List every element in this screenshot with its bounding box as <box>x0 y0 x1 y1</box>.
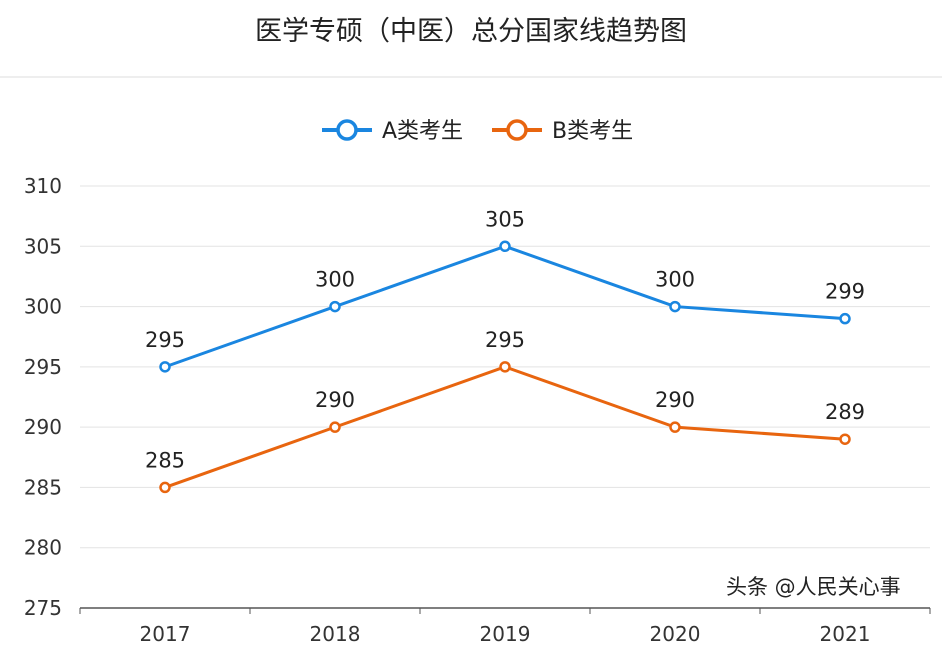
data-label: 299 <box>825 280 865 304</box>
data-label: 295 <box>145 328 185 352</box>
data-label: 285 <box>145 448 185 472</box>
data-point <box>669 421 681 433</box>
data-label: 300 <box>315 268 355 292</box>
y-tick-label: 275 <box>24 596 62 620</box>
x-tick-label: 2019 <box>480 622 531 646</box>
x-tick-label: 2020 <box>650 622 701 646</box>
legend-label: A类考生 <box>382 119 463 144</box>
data-point <box>669 300 681 313</box>
data-point <box>839 433 851 445</box>
data-point <box>329 421 341 433</box>
watermark: 头条 @人民关心事 <box>726 575 901 599</box>
data-label: 300 <box>655 268 695 292</box>
chart-title: 医学专硕（中医）总分国家线趋势图 <box>255 16 687 47</box>
data-label: 295 <box>485 328 525 352</box>
x-tick-label: 2021 <box>820 622 871 646</box>
y-tick-label: 295 <box>24 355 62 379</box>
legend-label: B类考生 <box>552 119 633 144</box>
data-label: 305 <box>485 207 525 231</box>
legend-marker <box>336 119 358 141</box>
legend-marker <box>506 119 528 141</box>
y-tick-label: 305 <box>24 234 62 258</box>
data-label: 289 <box>825 400 865 424</box>
data-point <box>329 300 341 313</box>
data-label: 290 <box>655 388 695 412</box>
x-tick-label: 2018 <box>310 622 361 646</box>
data-point <box>499 240 511 253</box>
y-tick-label: 285 <box>24 475 62 499</box>
data-label: 290 <box>315 388 355 412</box>
data-point <box>839 312 851 325</box>
y-tick-label: 300 <box>24 295 62 319</box>
y-tick-label: 290 <box>24 415 62 439</box>
data-point <box>499 361 511 373</box>
data-point <box>159 361 171 373</box>
y-tick-label: 280 <box>24 536 62 560</box>
y-tick-label: 310 <box>24 174 62 198</box>
x-tick-label: 2017 <box>140 622 191 646</box>
data-point <box>159 481 171 494</box>
